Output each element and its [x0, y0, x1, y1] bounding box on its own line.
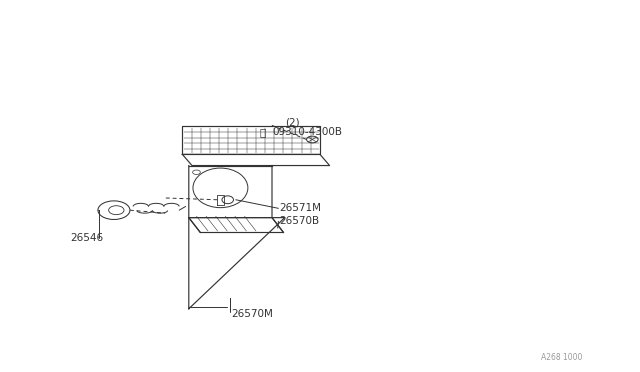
Text: 26570B: 26570B: [280, 217, 320, 226]
Text: 26570M: 26570M: [232, 310, 273, 319]
Text: A268 1000: A268 1000: [541, 353, 582, 362]
Text: (2): (2): [285, 117, 300, 127]
Text: 09310-4300B: 09310-4300B: [272, 127, 342, 137]
Text: 26546: 26546: [70, 233, 104, 243]
Text: Ⓢ: Ⓢ: [259, 127, 266, 137]
Text: 26571M: 26571M: [280, 203, 322, 213]
